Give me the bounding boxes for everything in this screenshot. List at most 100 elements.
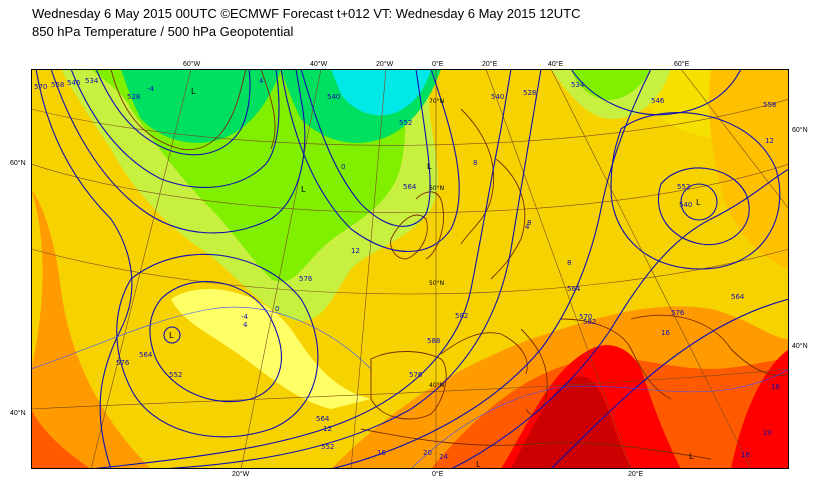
chart-subtitle: 850 hPa Temperature / 500 hPa Geopotenti… — [32, 24, 294, 39]
geo-label: 540 — [491, 93, 504, 101]
shade-east-amber — [709, 69, 789, 269]
coast-norway — [460, 108, 495, 245]
geo-label: 534 — [571, 81, 585, 89]
geo-label: 540 — [679, 201, 692, 209]
temp-contour-a — [31, 306, 372, 370]
coast-greenland-east — [260, 69, 276, 150]
map-frame — [31, 69, 789, 469]
low-marker-africa: L — [476, 460, 481, 469]
low-marker-north-sea: L — [427, 162, 432, 171]
contour-558-trough — [50, 69, 306, 234]
lon-label-top-20e: 20°E — [482, 61, 498, 68]
low-marker-greenland: L — [191, 87, 196, 96]
contour-534-north — [300, 69, 431, 227]
contour-570-west — [35, 69, 133, 469]
geo-label: 576 — [671, 309, 685, 317]
lon-label-top-0e: 0°E — [432, 61, 444, 68]
lat-label-right-40n: 40°N — [792, 343, 808, 350]
shade-cyan — [331, 69, 431, 116]
temp-label: 12 — [765, 137, 774, 145]
shade-ne-green-core — [571, 69, 651, 100]
coast-greenland-west — [110, 69, 247, 151]
graticule-lon-60e — [680, 69, 789, 210]
geo-label: 552 — [677, 183, 690, 191]
temp-label: 4 — [259, 77, 264, 85]
coast-black-sea — [630, 314, 789, 376]
graticule-lon-60w — [90, 69, 192, 469]
contour-low-circle-west — [163, 326, 181, 344]
contour-588-ridge — [160, 69, 542, 469]
graticule-lon-40e — [550, 69, 752, 469]
coast-great-britain — [415, 191, 444, 260]
geo-label: 546 — [67, 79, 81, 87]
geo-label: 558 — [763, 101, 776, 109]
low-marker-east: L — [696, 198, 701, 207]
shade-deep-red — [511, 376, 631, 469]
graticule-lon-20e — [485, 69, 632, 469]
coastlines — [110, 69, 789, 460]
inner-lat-50n: 50°N — [429, 280, 444, 287]
geo-label: 564 — [139, 351, 153, 359]
lon-label-top-60e: 60°E — [674, 61, 690, 68]
geo-label: 552 — [399, 119, 412, 127]
geo-label: 528 — [127, 93, 140, 101]
temp-label: 24 — [439, 453, 448, 461]
temperature-shading — [31, 69, 789, 469]
forecast-map: L L L L L L L 70°N 60°N 50°N 40°N 570 55… — [31, 69, 789, 469]
graticule-lat-40n — [31, 368, 789, 410]
contour-582-ridge — [90, 69, 512, 469]
lon-label-top-40w: 40°W — [310, 61, 328, 68]
geo-label: 564 — [316, 415, 330, 423]
contour-576-cutoff-west — [116, 253, 319, 438]
chart-title: Wednesday 6 May 2015 00UTC ©ECMWF Foreca… — [32, 6, 581, 21]
geo-label: 570 — [579, 313, 592, 321]
geo-label: 534 — [85, 77, 99, 85]
inner-lat-40n: 40°N — [429, 382, 444, 389]
geo-label: 576 — [116, 359, 130, 367]
lon-label-bottom-20e: 20°E — [628, 471, 644, 478]
geo-label: 552 — [169, 371, 182, 379]
lon-label-bottom-20w: 20°W — [232, 471, 250, 478]
low-marker-west: L — [169, 331, 174, 340]
temp-label: 16 — [741, 451, 750, 459]
lon-label-top-60w: 60°W — [183, 61, 201, 68]
inner-lat-70n: 70°N — [429, 98, 444, 105]
shade-east-red — [731, 349, 789, 469]
temp-label: 16 — [661, 329, 670, 337]
geo-label: 528 — [523, 89, 536, 97]
contour-546-trough — [70, 69, 280, 188]
lon-label-top-20w: 20°W — [376, 61, 394, 68]
shade-west-orange — [31, 189, 151, 469]
forecast-map-svg: L L L L L L L 70°N 60°N 50°N 40°N 570 55… — [31, 69, 789, 469]
temp-label: -4 — [241, 313, 249, 321]
temp-label: 8 — [473, 159, 477, 167]
graticule-lon-40w — [240, 69, 322, 469]
low-marker-southeast: L — [689, 452, 694, 461]
lat-label-left-60n: 60°N — [10, 160, 26, 167]
geopotential-contours — [35, 69, 789, 469]
lat-label-left-40n: 40°N — [10, 410, 26, 417]
temp-label: 4 — [243, 321, 248, 329]
contour-576-east — [330, 69, 652, 469]
low-marker-atlantic: L — [301, 185, 306, 194]
graticule-lat-70n — [31, 98, 789, 146]
contour-552-east — [550, 298, 789, 469]
temp-label: 12 — [351, 247, 360, 255]
temp-label: 16 — [377, 449, 386, 457]
coast-balkans — [560, 318, 672, 400]
temp-label: 0 — [275, 305, 279, 313]
temp-label: 8 — [567, 259, 571, 267]
coast-italy — [520, 328, 548, 415]
geo-label: 564 — [567, 285, 581, 293]
geo-label: 552 — [321, 443, 334, 451]
geo-label: 576 — [409, 371, 423, 379]
inner-lat-60n: 60°N — [429, 185, 444, 192]
geo-label: 564 — [403, 183, 417, 191]
coast-france-italy — [440, 332, 528, 375]
geo-label: 540 — [327, 93, 340, 101]
pressure-centres: L L L L L L L — [169, 87, 701, 469]
geo-label: 582 — [455, 312, 468, 320]
temp-label: 20 — [763, 429, 772, 437]
lon-label-top-40e: 40°E — [548, 61, 564, 68]
contour-low-circle-east — [680, 183, 718, 221]
